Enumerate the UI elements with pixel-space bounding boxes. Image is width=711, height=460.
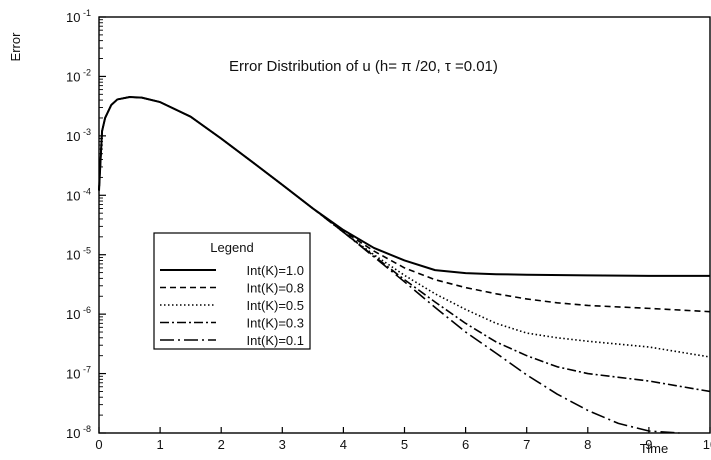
y-tick-label: 10 -8 <box>66 424 91 441</box>
y-axis-label: Error <box>8 32 23 62</box>
y-tick-label: 10 -6 <box>66 305 91 322</box>
legend-label: Int(K)=0.8 <box>247 281 304 296</box>
y-tick-label: 10 -3 <box>66 127 91 144</box>
x-tick-label: 8 <box>584 437 591 452</box>
legend: Legend Int(K)=1.0Int(K)=0.8Int(K)=0.5Int… <box>153 232 311 350</box>
legend-label: Int(K)=0.3 <box>247 316 304 331</box>
x-tick-label: 1 <box>156 437 163 452</box>
chart-annotation: Error Distribution of u (h= π /20, τ =0.… <box>229 58 498 75</box>
y-tick-label: 10 -1 <box>66 8 91 25</box>
series-line-2 <box>98 96 711 313</box>
series-lines <box>98 96 711 434</box>
x-tick-label: 10 <box>703 437 711 452</box>
plot-frame <box>98 16 711 434</box>
axes <box>98 16 711 434</box>
legend-label: Int(K)=0.5 <box>247 298 304 313</box>
x-tick-label: 0 <box>95 437 102 452</box>
legend-label: Int(K)=1.0 <box>247 263 304 278</box>
x-tick-label: 7 <box>523 437 530 452</box>
x-tick-label: 2 <box>218 437 225 452</box>
legend-label: Int(K)=0.1 <box>247 333 304 348</box>
legend-box <box>153 232 311 350</box>
y-tick-label: 10 -5 <box>66 246 91 263</box>
series-line-5 <box>98 96 680 434</box>
legend-items: Int(K)=1.0 Int(K)=0.8 Int(K)=0.5 Int(K)=0.3… <box>160 263 304 348</box>
y-tick-label: 10 -7 <box>66 365 91 382</box>
x-tick-label: 4 <box>340 437 347 452</box>
x-tick-label: 5 <box>401 437 408 452</box>
y-axis-ticks: 10 -8 10 -7 10 -6 10 -5 10 -4 10 -3 10 -2 10 -1 <box>66 8 106 441</box>
series-line-3 <box>98 96 711 358</box>
y-tick-label: 10 -4 <box>66 186 91 203</box>
y-tick-label: 10 -2 <box>66 67 91 84</box>
x-tick-label: 9 <box>645 437 652 452</box>
x-tick-label: 6 <box>462 437 469 452</box>
x-axis-label: Time <box>640 441 668 456</box>
x-tick-label: 3 <box>279 437 286 452</box>
x-axis-ticks: 0 1 2 3 4 5 6 7 8 9 10 <box>95 427 711 452</box>
legend-title: Legend <box>210 240 253 255</box>
